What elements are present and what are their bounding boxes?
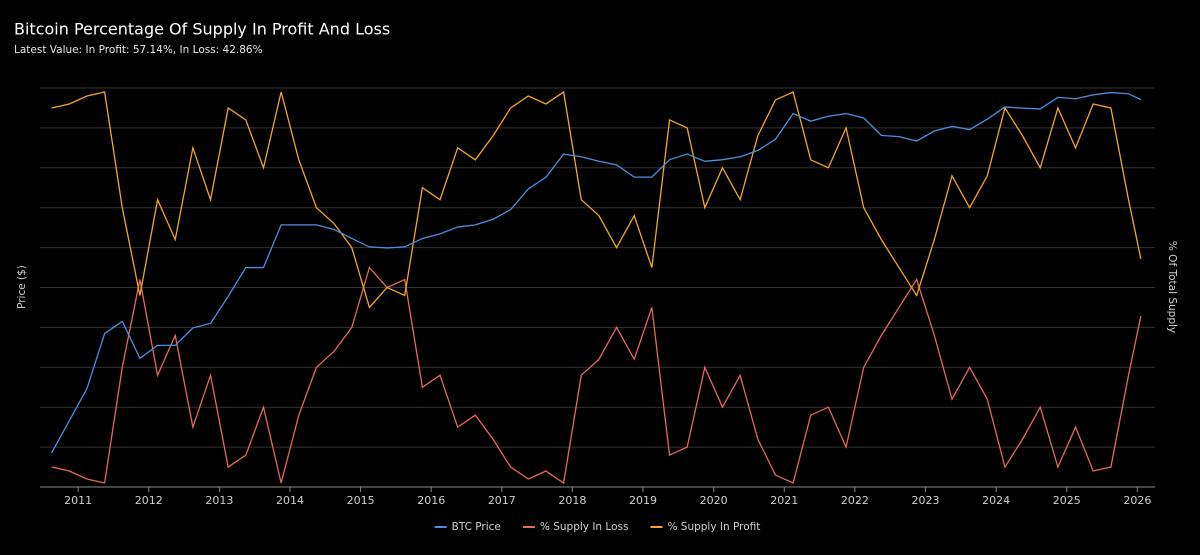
x-tick-label: 2024 [982,494,1010,507]
chart-title: Bitcoin Percentage Of Supply In Profit A… [14,20,390,39]
x-tick-label: 2013 [205,494,233,507]
legend-label: BTC Price [452,521,501,533]
x-tick-label: 2011 [64,494,92,507]
series-line [51,90,1142,309]
x-tick-label: 2020 [700,494,728,507]
series-line [51,266,1142,485]
chart-subtitle: Latest Value: In Profit: 57.14%, In Loss… [14,44,263,56]
x-tick-label: 2026 [1123,494,1151,507]
x-tick-label: 2012 [135,494,163,507]
x-tick-label: 2025 [1053,494,1081,507]
legend-label: % Supply In Profit [667,521,760,533]
x-tick-label: 2018 [558,494,586,507]
legend-label: % Supply In Loss [540,521,629,533]
series-line [51,91,1142,454]
y-axis-label: Price ($) [16,265,28,309]
x-tick-label: 2023 [912,494,940,507]
legend: BTC Price % Supply In Loss % Supply In Pro… [434,521,760,533]
x-tick-label: 2022 [841,494,869,507]
x-tick-label: 2014 [276,494,304,507]
x-tick-label: 2016 [417,494,445,507]
x-tick-label: 2021 [770,494,798,507]
x-tick-label: 2017 [488,494,516,507]
x-tick-label: 2015 [347,494,375,507]
y2-axis-label: % Of Total Supply [1166,241,1178,333]
x-tick-label: 2019 [629,494,657,507]
